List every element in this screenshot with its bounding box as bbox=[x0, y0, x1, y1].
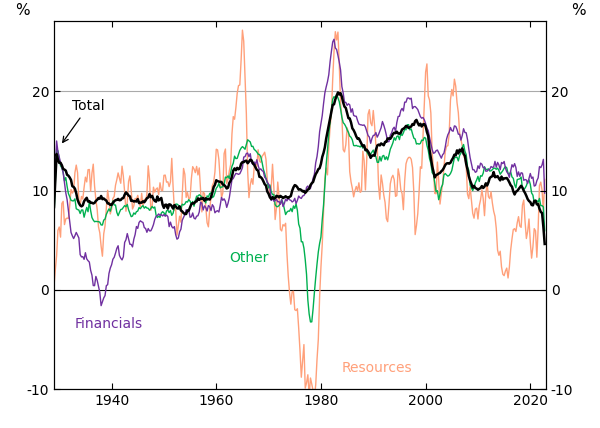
Text: Resources: Resources bbox=[342, 360, 412, 374]
Text: Total: Total bbox=[63, 99, 105, 143]
Text: Other: Other bbox=[229, 251, 269, 265]
Text: Financials: Financials bbox=[75, 317, 143, 331]
Text: %: % bbox=[571, 3, 585, 18]
Text: %: % bbox=[15, 3, 29, 18]
